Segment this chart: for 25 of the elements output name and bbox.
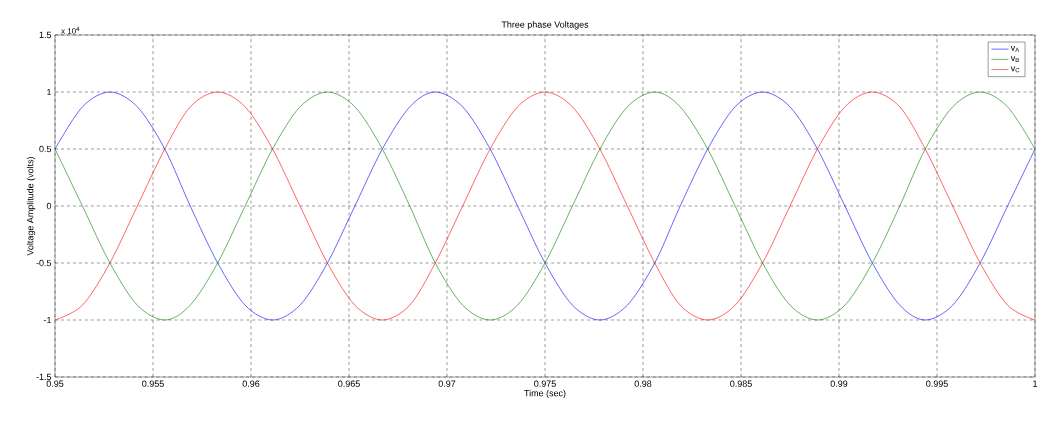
y-tick-label: -1 [43,316,52,324]
x-tick-label: 0.98 [634,380,652,387]
y-tick-label: -1.5 [36,373,52,381]
x-tick-label: 0.975 [534,380,556,387]
y-tick-label: 0.5 [39,145,52,153]
y-tick-label: 1 [47,88,52,96]
y-tick-label: 0 [46,202,52,210]
x-tick-label: 0.97 [438,380,456,387]
line-series [54,91,1036,321]
x-axis-title: Time (sec) [524,389,566,399]
x-tick-label: 1 [1033,380,1038,387]
legend-label: v$_{C}$ [1010,66,1020,73]
x-tick-label: 0.995 [926,380,948,387]
legend-label: v$_{A}$ [1010,46,1020,52]
x-tick-label: 0.95 [46,380,64,387]
y-tick-label: -0.5 [36,259,52,267]
x-tick-label: 0.965 [338,380,360,387]
x-tick-label: 0.985 [730,380,752,387]
chart-title: Three phase Voltages [501,21,589,30]
x-tick-label: 0.955 [142,380,164,387]
y-axis-title: Voltage Amplitude (volts) [26,156,36,256]
x-tick-label: 0.99 [830,380,848,387]
x-tick-label: 0.96 [242,380,260,387]
legend-label: v$_{B}$ [1010,56,1019,62]
y-tick-label: 1.5 [39,31,52,39]
